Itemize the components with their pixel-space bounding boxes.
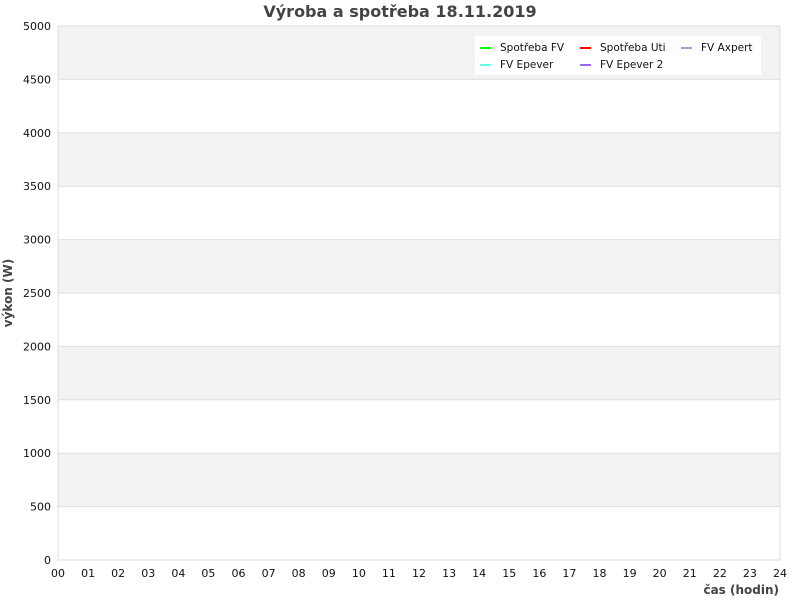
x-tick-label: 09 bbox=[322, 567, 336, 580]
x-tick-label: 19 bbox=[623, 567, 637, 580]
legend-swatch bbox=[580, 64, 591, 66]
legend-label: Spotřeba Uti bbox=[600, 42, 666, 54]
y-tick-label: 4000 bbox=[23, 127, 51, 140]
x-tick-label: 18 bbox=[593, 567, 607, 580]
y-tick-label: 0 bbox=[44, 554, 51, 567]
x-tick-label: 15 bbox=[502, 567, 516, 580]
x-axis-label: čas (hodin) bbox=[703, 583, 779, 597]
x-tick-label: 22 bbox=[713, 567, 727, 580]
legend-label: Spotřeba FV bbox=[500, 42, 565, 54]
x-tick-label: 02 bbox=[111, 567, 125, 580]
grid-band bbox=[58, 346, 780, 400]
legend-label: FV Epever bbox=[500, 59, 554, 71]
legend-item: FV Axpert bbox=[681, 42, 753, 54]
x-tick-label: 20 bbox=[653, 567, 667, 580]
x-tick-label: 17 bbox=[562, 567, 576, 580]
x-tick-label: 21 bbox=[683, 567, 697, 580]
chart-title: Výroba a spotřeba 18.11.2019 bbox=[263, 2, 537, 21]
legend-item: Spotřeba Uti bbox=[580, 42, 666, 54]
x-tick-label: 10 bbox=[352, 567, 366, 580]
x-tick-label: 23 bbox=[743, 567, 757, 580]
x-tick-label: 01 bbox=[81, 567, 95, 580]
x-tick-label: 14 bbox=[472, 567, 486, 580]
plot-border bbox=[57, 25, 781, 561]
y-tick-label: 2000 bbox=[23, 340, 51, 353]
x-tick-label: 04 bbox=[171, 567, 185, 580]
y-tick-label: 1500 bbox=[23, 394, 51, 407]
x-tick-label: 16 bbox=[532, 567, 546, 580]
x-tick-label: 00 bbox=[51, 567, 65, 580]
x-tick-label: 03 bbox=[141, 567, 155, 580]
legend: Spotřeba FV Spotřeba Uti FV Axpert FV Epeve… bbox=[475, 36, 761, 75]
y-tick-label: 5000 bbox=[23, 20, 51, 33]
y-tick-label: 500 bbox=[30, 501, 51, 514]
x-tick-label: 24 bbox=[773, 567, 787, 580]
x-tick-label: 07 bbox=[262, 567, 276, 580]
grid-band bbox=[58, 453, 780, 507]
x-tick-label: 06 bbox=[232, 567, 246, 580]
legend-swatch bbox=[480, 64, 491, 66]
y-tick-label: 4500 bbox=[23, 73, 51, 86]
x-tick-label: 11 bbox=[382, 567, 396, 580]
y-tick-label: 1000 bbox=[23, 447, 51, 460]
legend-item: Spotřeba FV bbox=[480, 42, 564, 54]
legend-swatch bbox=[580, 47, 591, 49]
legend-swatch bbox=[681, 47, 692, 49]
x-tick-label: 05 bbox=[201, 567, 215, 580]
legend-label: FV Epever 2 bbox=[600, 59, 664, 71]
y-axis-label: výkon (W) bbox=[1, 259, 15, 327]
x-tick-label: 13 bbox=[442, 567, 456, 580]
legend-swatch bbox=[480, 47, 491, 49]
y-tick-label: 3500 bbox=[23, 180, 51, 193]
legend-item: FV Epever 2 bbox=[580, 59, 663, 71]
grid-band bbox=[58, 239, 780, 293]
grid-band bbox=[58, 132, 780, 187]
legend-label: FV Axpert bbox=[701, 42, 753, 54]
x-tick-label: 08 bbox=[292, 567, 306, 580]
legend-item: FV Epever bbox=[480, 59, 553, 71]
x-tick-label: 12 bbox=[412, 567, 426, 580]
y-tick-label: 2500 bbox=[23, 287, 51, 300]
y-tick-label: 3000 bbox=[23, 234, 51, 247]
